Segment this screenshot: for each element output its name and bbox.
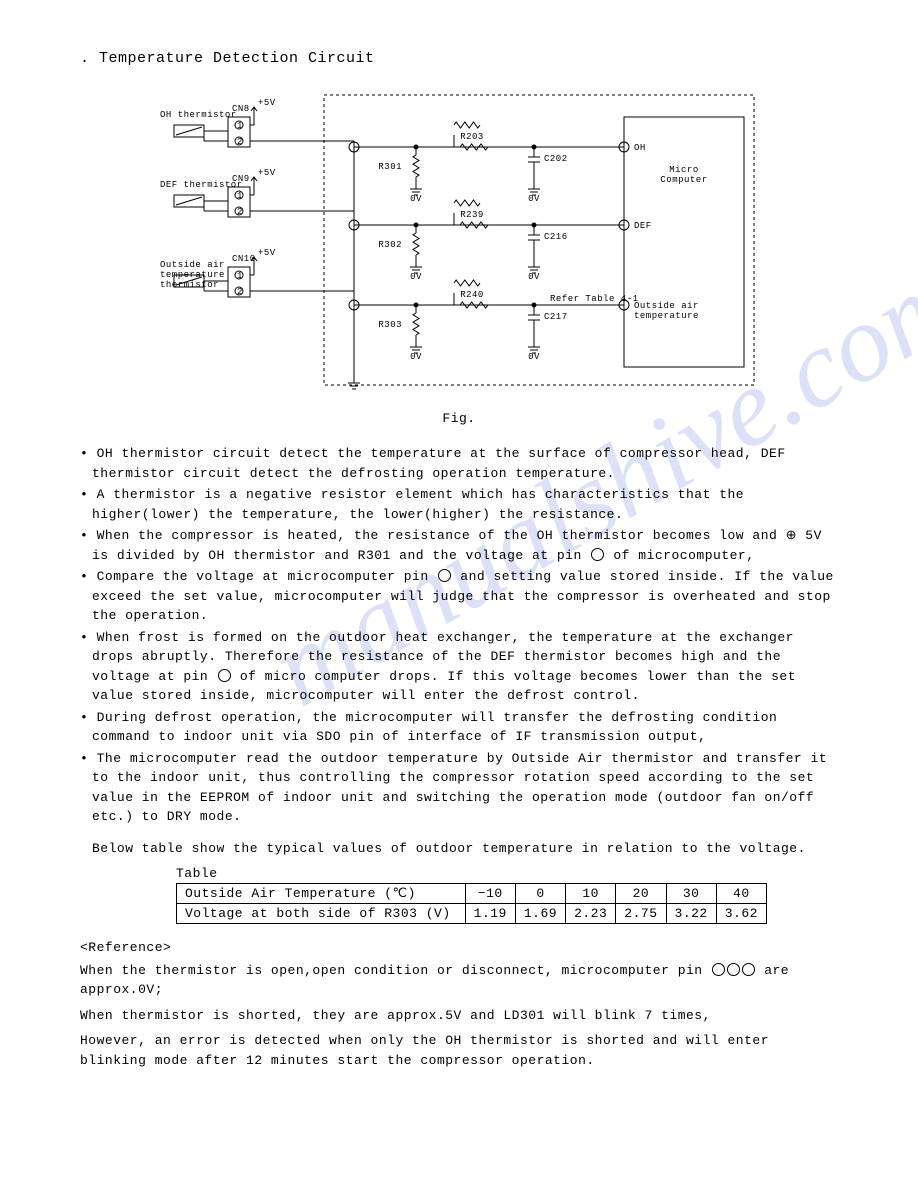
svg-text:C216: C216 (544, 232, 568, 242)
svg-text:OH thermistor: OH thermistor (160, 110, 237, 120)
table-cell: 1.69 (515, 903, 565, 923)
svg-text:C217: C217 (544, 312, 568, 322)
svg-text:CN8: CN8 (232, 104, 250, 114)
table-cell: 2.75 (616, 903, 666, 923)
svg-text:MicroComputer: MicroComputer (660, 165, 707, 185)
note-item: Compare the voltage at microcomputer pin… (80, 567, 838, 626)
notes-list: OH thermistor circuit detect the tempera… (80, 444, 838, 827)
svg-text:2: 2 (237, 287, 243, 297)
svg-text:C202: C202 (544, 154, 568, 164)
reference-heading: <Reference> (80, 940, 838, 955)
svg-text:CN9: CN9 (232, 174, 250, 184)
svg-text:DEF: DEF (634, 221, 652, 231)
note-item: OH thermistor circuit detect the tempera… (80, 444, 838, 483)
svg-text:1: 1 (237, 121, 243, 131)
svg-text:0V: 0V (528, 352, 540, 362)
voltage-table: Outside Air Temperature (℃)−10010203040 … (176, 883, 767, 924)
svg-text:2: 2 (237, 137, 243, 147)
table-row-label: Voltage at both side of R303 (V) (177, 903, 466, 923)
svg-text:+5V: +5V (258, 248, 276, 258)
svg-text:R302: R302 (378, 240, 402, 250)
note-item: A thermistor is a negative resistor elem… (80, 485, 838, 524)
table-intro: Below table show the typical values of o… (92, 841, 838, 856)
svg-text:Outside airtemperature: Outside airtemperature (634, 301, 699, 321)
svg-text:R203: R203 (460, 132, 484, 142)
svg-text:0V: 0V (410, 194, 422, 204)
svg-text:DEF thermistor: DEF thermistor (160, 180, 243, 190)
table-cell: 0 (515, 883, 565, 903)
table-cell: 3.62 (716, 903, 766, 923)
table-cell: 2.23 (566, 903, 616, 923)
svg-text:0V: 0V (410, 272, 422, 282)
svg-text:1: 1 (237, 271, 243, 281)
svg-text:+5V: +5V (258, 98, 276, 108)
svg-text:R301: R301 (378, 162, 402, 172)
svg-text:R239: R239 (460, 210, 484, 220)
circuit-diagram: MicroComputer OH thermistorCN8 1 2 +5V DEF th… (80, 87, 838, 401)
svg-text:1: 1 (237, 191, 243, 201)
page-title: . Temperature Detection Circuit (80, 50, 838, 67)
svg-text:R303: R303 (378, 320, 402, 330)
svg-text:2: 2 (237, 207, 243, 217)
table-caption: Table (176, 866, 838, 881)
table-row-label: Outside Air Temperature (℃) (177, 883, 466, 903)
table-cell: 20 (616, 883, 666, 903)
figure-caption: Fig. (80, 411, 838, 426)
svg-text:0V: 0V (528, 272, 540, 282)
note-item: When the compressor is heated, the resis… (80, 526, 838, 565)
table-cell: 1.19 (465, 903, 515, 923)
svg-text:OH: OH (634, 143, 646, 153)
svg-text:Refer Table 4-1: Refer Table 4-1 (550, 294, 639, 304)
table-cell: 40 (716, 883, 766, 903)
svg-text:+5V: +5V (258, 168, 276, 178)
reference-line: When the thermistor is open,open conditi… (80, 961, 838, 1000)
note-item: The microcomputer read the outdoor tempe… (80, 749, 838, 827)
table-cell: 30 (666, 883, 716, 903)
note-item: During defrost operation, the microcompu… (80, 708, 838, 747)
svg-text:0V: 0V (528, 194, 540, 204)
table-cell: −10 (465, 883, 515, 903)
table-cell: 3.22 (666, 903, 716, 923)
svg-text:0V: 0V (410, 352, 422, 362)
svg-text:R240: R240 (460, 290, 484, 300)
note-item: When frost is formed on the outdoor heat… (80, 628, 838, 706)
table-cell: 10 (566, 883, 616, 903)
reference-line: When thermistor is shorted, they are app… (80, 1006, 838, 1026)
reference-line: However, an error is detected when only … (80, 1031, 838, 1070)
